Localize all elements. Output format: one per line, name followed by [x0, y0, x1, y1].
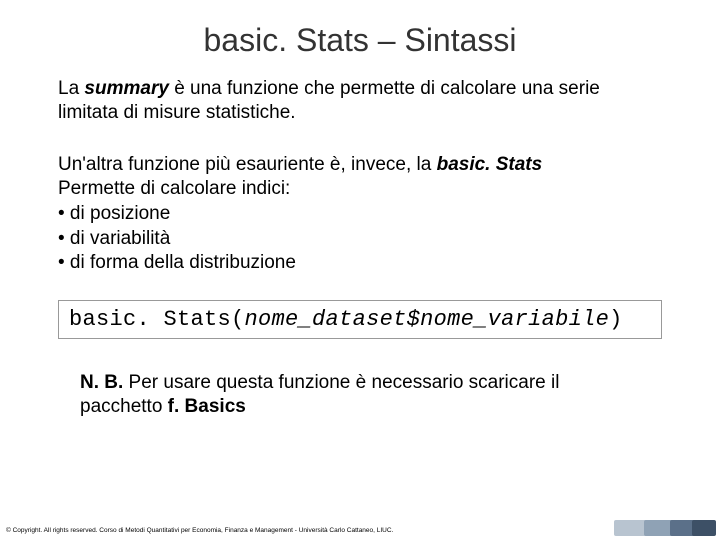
bullet-item: • di variabilità: [58, 228, 170, 249]
text: Un'altra funzione più esauriente è, inve…: [58, 154, 437, 175]
corner-decoration: [618, 520, 716, 536]
decor-bar: [692, 520, 716, 536]
code-syntax-box: basic. Stats(nome_dataset$nome_variabile…: [58, 300, 662, 339]
copyright-footer: © Copyright. All rights reserved. Corso …: [6, 527, 393, 534]
code-fn: basic.: [69, 307, 164, 332]
term-summary: summary: [84, 78, 169, 99]
slide-body: La summary è una funzione che permette d…: [0, 77, 720, 418]
detail-paragraph: Un'altra funzione più esauriente è, inve…: [58, 153, 662, 276]
text: Permette di calcolare indici:: [58, 178, 290, 199]
note-paragraph: N. B. Per usare questa funzione è necess…: [58, 371, 662, 419]
text: Per usare questa funzione è necessario s…: [80, 372, 559, 417]
term-fbasics: f. Basics: [168, 396, 246, 417]
intro-paragraph: La summary è una funzione che permette d…: [58, 77, 662, 125]
code-paren: (: [231, 307, 245, 332]
code-fn: Stats: [164, 307, 232, 332]
decor-bar: [614, 520, 648, 536]
code-arg: nome_dataset$nome_variabile: [245, 307, 610, 332]
bullet-item: • di posizione: [58, 203, 170, 224]
text: La: [58, 78, 84, 99]
slide-title: basic. Stats – Sintassi: [0, 0, 720, 77]
code-paren: ): [609, 307, 623, 332]
term-basicstats: basic. Stats: [437, 154, 543, 175]
note-label: N. B.: [80, 372, 123, 393]
bullet-item: • di forma della distribuzione: [58, 252, 296, 273]
